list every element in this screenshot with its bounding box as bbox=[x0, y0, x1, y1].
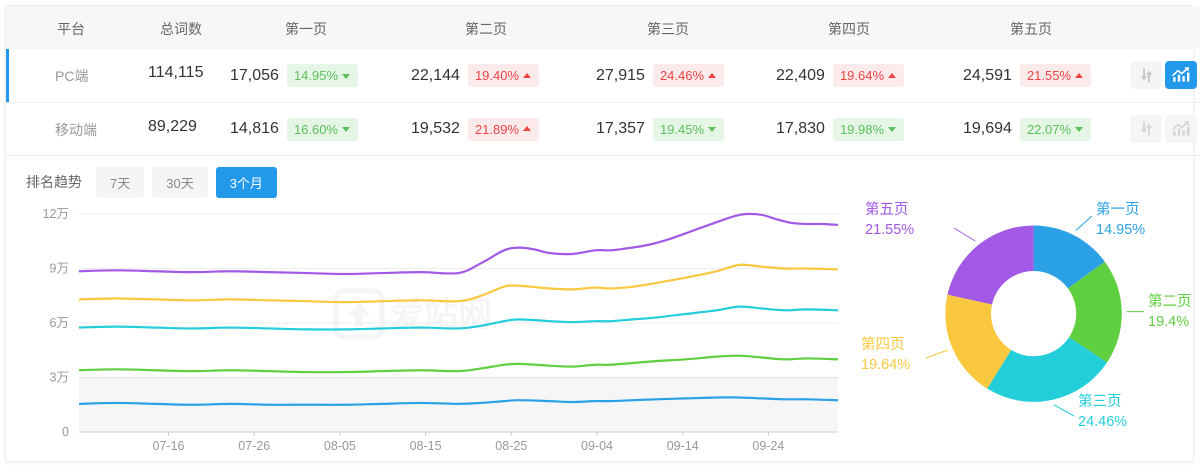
svg-text:第三页: 第三页 bbox=[1078, 392, 1122, 410]
svg-text:第一页: 第一页 bbox=[1096, 200, 1140, 218]
svg-text:08-15: 08-15 bbox=[410, 439, 442, 453]
svg-text:19.64%: 19.64% bbox=[861, 357, 910, 373]
svg-text:09-24: 09-24 bbox=[752, 439, 784, 453]
svg-text:14.95%: 14.95% bbox=[1096, 222, 1145, 238]
svg-text:第五页: 第五页 bbox=[865, 200, 909, 218]
svg-text:第二页: 第二页 bbox=[1148, 292, 1192, 310]
svg-text:0: 0 bbox=[62, 425, 69, 439]
svg-text:07-26: 07-26 bbox=[238, 439, 270, 453]
svg-text:3万: 3万 bbox=[50, 371, 69, 385]
svg-text:9万: 9万 bbox=[50, 262, 69, 276]
svg-text:09-14: 09-14 bbox=[667, 439, 699, 453]
svg-text:07-16: 07-16 bbox=[153, 439, 185, 453]
svg-text:24.46%: 24.46% bbox=[1078, 414, 1127, 430]
svg-text:第四页: 第四页 bbox=[861, 335, 905, 353]
svg-text:08-05: 08-05 bbox=[324, 439, 356, 453]
svg-text:21.55%: 21.55% bbox=[865, 222, 914, 238]
svg-text:19.4%: 19.4% bbox=[1148, 314, 1189, 330]
svg-text:12万: 12万 bbox=[43, 207, 69, 221]
svg-text:09-04: 09-04 bbox=[581, 439, 613, 453]
svg-text:08-25: 08-25 bbox=[495, 439, 527, 453]
svg-text:6万: 6万 bbox=[50, 316, 69, 330]
